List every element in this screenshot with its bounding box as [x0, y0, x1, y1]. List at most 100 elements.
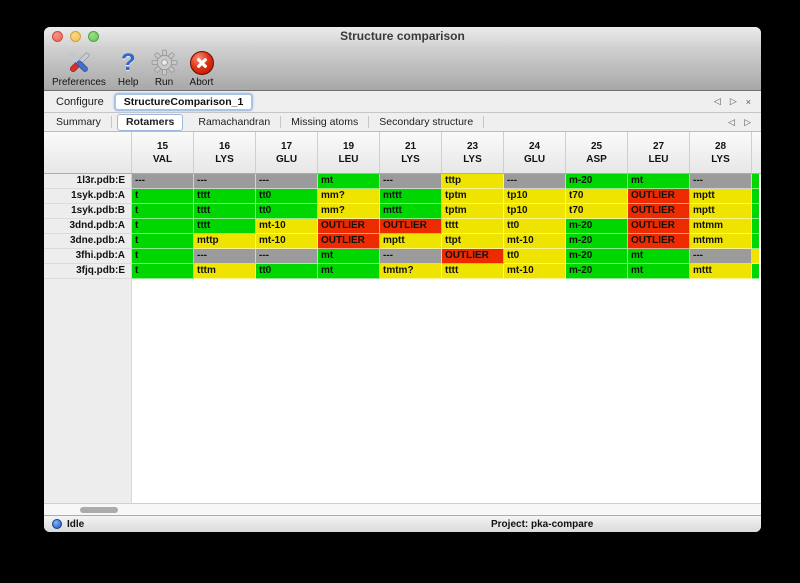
- run-button[interactable]: Run: [151, 48, 178, 88]
- cell-3fjq.pdb:E-21[interactable]: tmtm?: [380, 264, 442, 279]
- cell-3fjq.pdb:E-16[interactable]: tttm: [194, 264, 256, 279]
- cell-3fjq.pdb:E-27[interactable]: mt: [628, 264, 690, 279]
- cell-1syk.pdb:B-21[interactable]: mttt: [380, 204, 442, 219]
- preferences-button[interactable]: Preferences: [52, 48, 106, 88]
- cell-3dnd.pdb:A-17[interactable]: mt-10: [256, 219, 318, 234]
- help-button[interactable]: ? Help: [118, 48, 139, 88]
- cell-1l3r.pdb:E-16[interactable]: ---: [194, 174, 256, 189]
- cell-1l3r.pdb:E-21[interactable]: ---: [380, 174, 442, 189]
- column-header-21-LYS[interactable]: 21 LYS: [380, 132, 442, 173]
- cell-3fjq.pdb:E-19[interactable]: mt: [318, 264, 380, 279]
- close-button[interactable]: [52, 31, 63, 42]
- minimize-button[interactable]: [70, 31, 81, 42]
- cell-3dnd.pdb:A-27[interactable]: OUTLIER: [628, 219, 690, 234]
- cell-3dne.pdb:A-19[interactable]: OUTLIER: [318, 234, 380, 249]
- prev-tab-icon[interactable]: ◁: [728, 116, 736, 127]
- next-tab-icon[interactable]: ▷: [744, 116, 751, 127]
- cell-1syk.pdb:B-15[interactable]: t: [132, 204, 194, 219]
- cell-1syk.pdb:B-24[interactable]: tp10: [504, 204, 566, 219]
- cell-3dnd.pdb:A-15[interactable]: t: [132, 219, 194, 234]
- cell-1syk.pdb:A-15[interactable]: t: [132, 189, 194, 204]
- cell-3fjq.pdb:E-24[interactable]: mt-10: [504, 264, 566, 279]
- cell-3dne.pdb:A-21[interactable]: mptt: [380, 234, 442, 249]
- cell-3fhi.pdb:A-16[interactable]: ---: [194, 249, 256, 264]
- cell-3fhi.pdb:A-15[interactable]: t: [132, 249, 194, 264]
- cell-3dnd.pdb:A-16[interactable]: tttt: [194, 219, 256, 234]
- column-header-24-GLU[interactable]: 24 GLU: [504, 132, 566, 173]
- tab-ramachandran[interactable]: Ramachandran: [188, 116, 282, 128]
- abort-button[interactable]: Abort: [189, 48, 214, 88]
- cell-3fjq.pdb:E-23[interactable]: tttt: [442, 264, 504, 279]
- column-header-27-LEU[interactable]: 27 LEU: [628, 132, 690, 173]
- cell-1syk.pdb:A-17[interactable]: tt0: [256, 189, 318, 204]
- cell-1syk.pdb:A-23[interactable]: tptm: [442, 189, 504, 204]
- cell-3fhi.pdb:A-19[interactable]: mt: [318, 249, 380, 264]
- cell-3fhi.pdb:A-27[interactable]: mt: [628, 249, 690, 264]
- cell-1syk.pdb:A-28[interactable]: mptt: [690, 189, 752, 204]
- row-label-3fhi.pdb:A[interactable]: 3fhi.pdb:A: [44, 249, 132, 264]
- cell-1syk.pdb:A-24[interactable]: tp10: [504, 189, 566, 204]
- cell-3dnd.pdb:A-28[interactable]: mtmm: [690, 219, 752, 234]
- row-label-1l3r.pdb:E[interactable]: 1l3r.pdb:E: [44, 174, 132, 189]
- cell-3dnd.pdb:A-24[interactable]: tt0: [504, 219, 566, 234]
- row-label-1syk.pdb:A[interactable]: 1syk.pdb:A: [44, 189, 132, 204]
- cell-3dne.pdb:A-23[interactable]: ttpt: [442, 234, 504, 249]
- cell-3dne.pdb:A-27[interactable]: OUTLIER: [628, 234, 690, 249]
- cell-1syk.pdb:B-23[interactable]: tptm: [442, 204, 504, 219]
- cell-1l3r.pdb:E-25[interactable]: m-20: [566, 174, 628, 189]
- tab-secondary-structure[interactable]: Secondary structure: [369, 116, 485, 128]
- column-header-16-LYS[interactable]: 16 LYS: [194, 132, 256, 173]
- horizontal-scrollbar[interactable]: [44, 503, 761, 515]
- cell-3dnd.pdb:A-19[interactable]: OUTLIER: [318, 219, 380, 234]
- column-header-25-ASP[interactable]: 25 ASP: [566, 132, 628, 173]
- cell-3dnd.pdb:A-23[interactable]: tttt: [442, 219, 504, 234]
- cell-3dne.pdb:A-17[interactable]: mt-10: [256, 234, 318, 249]
- cell-1syk.pdb:A-27[interactable]: OUTLIER: [628, 189, 690, 204]
- tab-summary[interactable]: Summary: [56, 116, 112, 128]
- cell-1l3r.pdb:E-24[interactable]: ---: [504, 174, 566, 189]
- cell-3fjq.pdb:E-25[interactable]: m-20: [566, 264, 628, 279]
- row-label-3dne.pdb:A[interactable]: 3dne.pdb:A: [44, 234, 132, 249]
- cell-1syk.pdb:B-27[interactable]: OUTLIER: [628, 204, 690, 219]
- cell-1syk.pdb:A-16[interactable]: tttt: [194, 189, 256, 204]
- cell-3dnd.pdb:A-21[interactable]: OUTLIER: [380, 219, 442, 234]
- cell-3fhi.pdb:A-28[interactable]: ---: [690, 249, 752, 264]
- next-config-icon[interactable]: ▷: [729, 96, 737, 106]
- cell-1syk.pdb:A-21[interactable]: mttt: [380, 189, 442, 204]
- cell-3dne.pdb:A-15[interactable]: t: [132, 234, 194, 249]
- cell-3fhi.pdb:A-23[interactable]: OUTLIER: [442, 249, 504, 264]
- tab-missing-atoms[interactable]: Missing atoms: [281, 116, 370, 128]
- cell-1syk.pdb:B-25[interactable]: t70: [566, 204, 628, 219]
- cell-3dne.pdb:A-25[interactable]: m-20: [566, 234, 628, 249]
- row-label-3fjq.pdb:E[interactable]: 3fjq.pdb:E: [44, 264, 132, 279]
- cell-3dne.pdb:A-24[interactable]: mt-10: [504, 234, 566, 249]
- cell-1syk.pdb:A-19[interactable]: mm?: [318, 189, 380, 204]
- cell-1l3r.pdb:E-15[interactable]: ---: [132, 174, 194, 189]
- cell-1syk.pdb:B-28[interactable]: mptt: [690, 204, 752, 219]
- column-header-23-LYS[interactable]: 23 LYS: [442, 132, 504, 173]
- cell-1l3r.pdb:E-23[interactable]: tttp: [442, 174, 504, 189]
- row-label-1syk.pdb:B[interactable]: 1syk.pdb:B: [44, 204, 132, 219]
- prev-config-icon[interactable]: ◁: [713, 96, 721, 106]
- column-header-28-LYS[interactable]: 28 LYS: [690, 132, 752, 173]
- cell-3dnd.pdb:A-25[interactable]: m-20: [566, 219, 628, 234]
- cell-3fhi.pdb:A-21[interactable]: ---: [380, 249, 442, 264]
- column-header-19-LEU[interactable]: 19 LEU: [318, 132, 380, 173]
- cell-3fhi.pdb:A-17[interactable]: ---: [256, 249, 318, 264]
- cell-3dne.pdb:A-16[interactable]: mttp: [194, 234, 256, 249]
- cell-3fhi.pdb:A-25[interactable]: m-20: [566, 249, 628, 264]
- cell-1syk.pdb:B-17[interactable]: tt0: [256, 204, 318, 219]
- titlebar[interactable]: Structure comparison: [44, 27, 761, 46]
- close-config-icon[interactable]: ×: [745, 96, 751, 107]
- column-header-15-VAL[interactable]: 15 VAL: [132, 132, 194, 173]
- tab-rotamers[interactable]: Rotamers: [116, 113, 184, 131]
- cell-3fjq.pdb:E-28[interactable]: mttt: [690, 264, 752, 279]
- cell-1syk.pdb:B-16[interactable]: tttt: [194, 204, 256, 219]
- scrollbar-thumb[interactable]: [80, 507, 118, 513]
- cell-3dne.pdb:A-28[interactable]: mtmm: [690, 234, 752, 249]
- cell-1l3r.pdb:E-19[interactable]: mt: [318, 174, 380, 189]
- row-label-3dnd.pdb:A[interactable]: 3dnd.pdb:A: [44, 219, 132, 234]
- active-configuration-tab[interactable]: StructureComparison_1: [113, 92, 254, 111]
- cell-1syk.pdb:B-19[interactable]: mm?: [318, 204, 380, 219]
- cell-3fjq.pdb:E-15[interactable]: t: [132, 264, 194, 279]
